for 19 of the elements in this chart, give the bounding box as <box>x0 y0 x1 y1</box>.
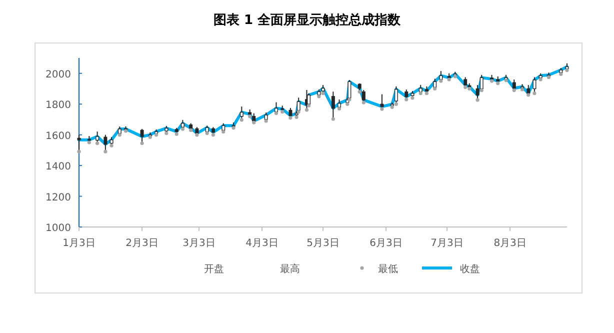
y-tick-label: 1200 <box>46 192 71 204</box>
x-tick-label: 6月3日 <box>370 238 402 249</box>
y-tick-label: 1600 <box>46 130 71 142</box>
legend-label: 最低 <box>378 264 398 275</box>
y-tick-label: 1800 <box>46 100 71 112</box>
legend-label: 收盘 <box>460 263 480 275</box>
y-tick-label: 2000 <box>46 69 71 80</box>
x-tick-label: 8月3日 <box>494 238 526 249</box>
x-tick-label: 1月3日 <box>62 238 96 249</box>
x-tick-label: 4月3日 <box>246 238 278 249</box>
x-tick-label: 3月3日 <box>182 238 216 249</box>
y-tick-label: 1000 <box>46 223 71 234</box>
text: 最高 <box>280 264 300 275</box>
chart-title: 图表 1 全面屏显示触控总成指数 <box>213 12 402 28</box>
x-tick-label: 5月3日 <box>306 238 340 249</box>
y-tick-label: 1400 <box>46 162 71 173</box>
x-tick-label: 2月3日 <box>126 238 158 249</box>
x-tick-label: 7月3日 <box>430 238 464 249</box>
text: 开盘 <box>204 264 224 275</box>
